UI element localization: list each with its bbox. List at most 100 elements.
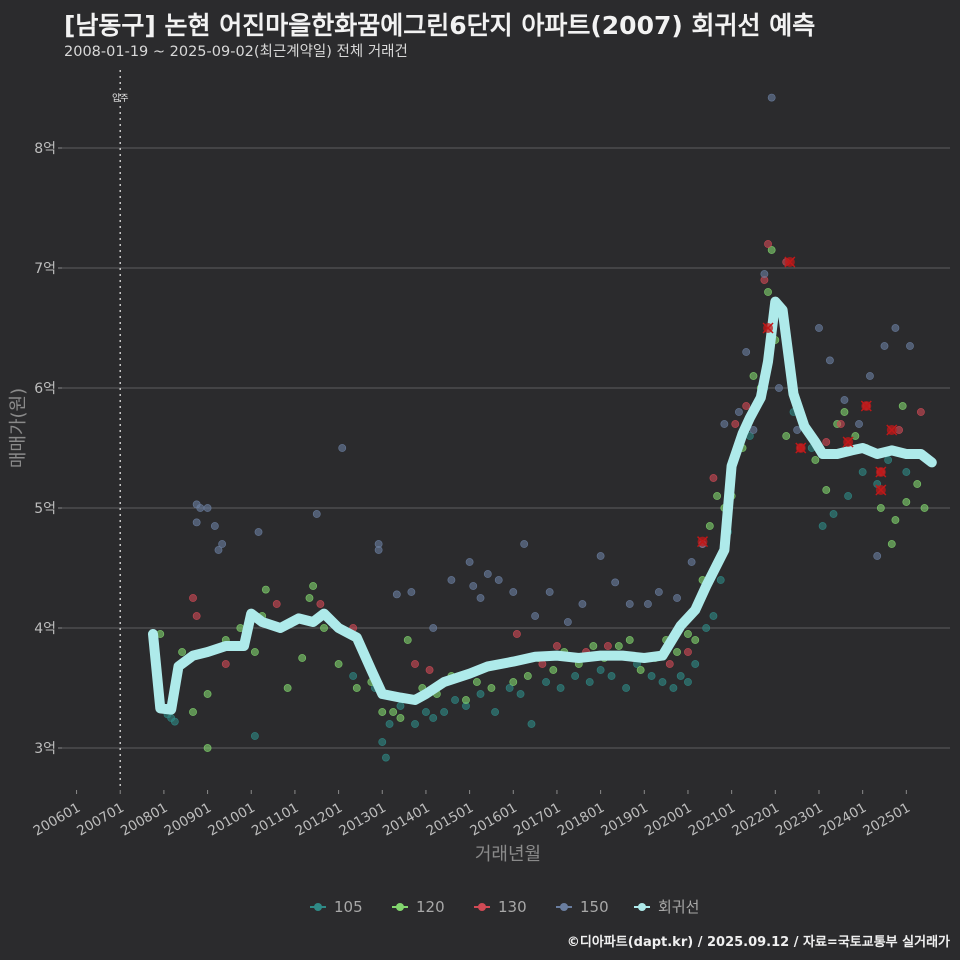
data-point-150 — [203, 504, 212, 512]
data-point-120 — [891, 516, 900, 524]
data-point-130 — [189, 594, 197, 602]
data-point-150 — [760, 270, 769, 278]
legend: 105 120 130 150 회귀선 — [310, 898, 699, 916]
legend-swatch-dot — [478, 903, 486, 911]
data-point-105 — [622, 684, 630, 692]
data-point-120 — [920, 504, 929, 512]
data-point-105 — [451, 696, 459, 704]
data-point-120 — [352, 684, 361, 692]
data-point-105 — [385, 720, 394, 728]
data-point-150 — [447, 576, 456, 584]
x-tick-label: 201201 — [293, 800, 346, 840]
data-point-120 — [298, 654, 307, 662]
data-point-150 — [578, 600, 587, 608]
data-point-130 — [272, 600, 281, 608]
data-point-120 — [305, 594, 314, 602]
highlight-marker — [784, 256, 796, 268]
data-point-105 — [527, 720, 536, 728]
data-point-150 — [392, 590, 401, 599]
data-point-105 — [585, 678, 594, 686]
highlight-marker — [795, 442, 807, 454]
x-tick-label: 201401 — [380, 800, 433, 840]
data-point-130 — [425, 666, 434, 674]
data-point-150 — [483, 570, 492, 578]
data-point-150 — [531, 612, 540, 620]
data-point-105 — [491, 708, 499, 716]
y-axis-ticks: 3억 4억 5억 6억 7억 8억 — [34, 141, 62, 757]
x-tick-label: 201901 — [598, 800, 651, 840]
highlight-marker — [696, 536, 709, 548]
data-point-150 — [494, 576, 503, 584]
x-tick-label: 201001 — [205, 800, 258, 840]
data-point-150 — [906, 342, 914, 350]
legend-item-150: 150 — [556, 898, 609, 916]
chart-subtitle: 2008-01-19 ~ 2025-09-02(최근계약일) 전체 거래건 — [64, 44, 408, 60]
x-tick-label: 201501 — [424, 800, 477, 840]
data-point-120 — [189, 708, 197, 716]
y-tick-label: 3억 — [34, 741, 56, 757]
data-point-120 — [625, 636, 634, 644]
data-point-120 — [822, 486, 831, 494]
data-point-150 — [196, 504, 205, 512]
data-point-120 — [764, 288, 772, 296]
data-point-120 — [487, 684, 496, 692]
x-tick-label: 202301 — [773, 800, 826, 840]
data-point-150 — [866, 372, 874, 380]
data-point-120 — [261, 585, 270, 594]
data-point-150 — [611, 578, 620, 587]
data-point-150 — [429, 624, 438, 632]
data-point-150 — [720, 420, 729, 428]
data-point-120 — [782, 432, 791, 440]
data-point-120 — [691, 636, 700, 644]
data-point-120 — [320, 624, 328, 632]
data-point-130 — [665, 660, 674, 668]
highlight-marker — [860, 400, 872, 412]
data-point-120 — [713, 492, 721, 500]
legend-item-130: 130 — [474, 898, 527, 916]
data-point-105 — [596, 666, 605, 674]
data-point-150 — [192, 518, 201, 527]
data-point-105 — [669, 684, 678, 692]
data-point-105 — [829, 510, 838, 518]
data-point-150 — [374, 540, 383, 548]
data-point-150 — [826, 356, 834, 365]
x-tick-label: 202101 — [686, 800, 739, 840]
x-axis-label: 거래년월 — [475, 844, 541, 865]
data-point-130 — [513, 630, 521, 638]
data-point-130 — [822, 438, 831, 446]
data-point-150 — [625, 600, 634, 608]
data-point-150 — [687, 558, 696, 566]
data-point-105 — [349, 672, 358, 680]
data-point-120 — [684, 630, 692, 638]
data-point-150 — [210, 522, 219, 530]
x-tick-label: 201601 — [467, 800, 520, 840]
legend-item-회귀선: 회귀선 — [634, 898, 699, 916]
data-point-150 — [312, 510, 321, 518]
y-tick-label: 7억 — [34, 261, 56, 277]
data-point-130 — [192, 612, 201, 620]
data-point-150 — [749, 426, 758, 434]
x-tick-label: 201701 — [511, 800, 564, 840]
data-point-105 — [884, 456, 893, 464]
legend-swatch-dot — [396, 903, 404, 911]
data-point-105 — [396, 702, 405, 710]
legend-label: 120 — [416, 898, 445, 916]
data-point-130 — [684, 648, 692, 656]
data-point-150 — [735, 408, 743, 416]
data-point-120 — [523, 672, 532, 680]
x-tick-label: 202501 — [860, 800, 913, 840]
credit-text: ©디아파트(dapt.kr) / 2025.09.12 / 자료=국토교통부 실… — [566, 935, 950, 950]
data-point-130 — [836, 420, 845, 428]
data-point-105 — [658, 678, 667, 686]
data-point-130 — [316, 600, 325, 608]
x-tick-label: 200801 — [118, 800, 171, 840]
data-point-150 — [880, 342, 889, 350]
y-tick-label: 4억 — [34, 621, 56, 637]
data-point-120 — [334, 660, 343, 668]
data-point-150 — [873, 552, 882, 560]
data-point-120 — [673, 648, 681, 656]
data-point-150 — [767, 93, 776, 102]
data-point-120 — [283, 684, 292, 692]
legend-item-105: 105 — [310, 898, 363, 916]
